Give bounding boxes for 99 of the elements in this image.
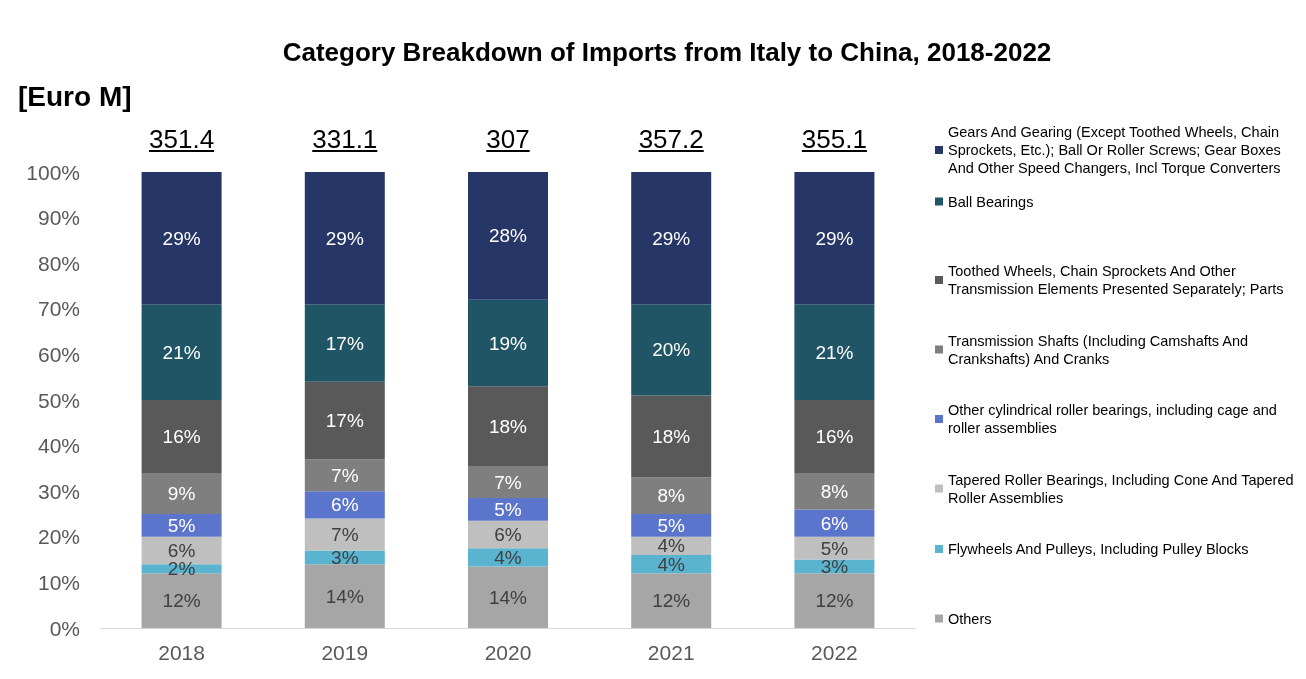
bar bbox=[631, 573, 712, 628]
data-label: 14% bbox=[325, 585, 364, 607]
bar bbox=[304, 491, 385, 519]
data-label: 14% bbox=[488, 586, 528, 608]
annotation: 351.4 bbox=[149, 124, 215, 155]
data-label: 6% bbox=[331, 494, 359, 516]
data-label: 12% bbox=[815, 590, 854, 612]
bar bbox=[304, 304, 385, 382]
bar bbox=[631, 477, 712, 514]
data-label: 16% bbox=[815, 425, 854, 447]
y-tick-label: 60% bbox=[37, 342, 80, 366]
data-label: 21% bbox=[815, 341, 854, 363]
data-label: 5% bbox=[494, 498, 522, 520]
legend-label: Transmission Shafts (Including Camshafts And Crankshafts) And Cranks bbox=[948, 332, 1253, 367]
bar bbox=[304, 564, 385, 628]
bar bbox=[304, 459, 385, 492]
legend-label: Ball Bearings bbox=[948, 193, 1034, 210]
data-label: 2% bbox=[167, 558, 196, 580]
annotation: 307 bbox=[486, 124, 530, 155]
data-label: 12% bbox=[162, 590, 201, 612]
data-label: 29% bbox=[162, 227, 201, 249]
bar bbox=[468, 466, 548, 499]
x-tick-label: 2021 bbox=[647, 641, 695, 664]
legend-label: Others bbox=[948, 610, 992, 627]
data-label: 29% bbox=[815, 227, 854, 249]
data-label: 12% bbox=[652, 590, 691, 612]
bar bbox=[468, 386, 548, 467]
data-label: 16% bbox=[162, 425, 201, 447]
data-label: 3% bbox=[331, 546, 359, 568]
x-tick-label: 2022 bbox=[811, 641, 858, 664]
data-label: 17% bbox=[325, 410, 364, 432]
bar bbox=[141, 472, 222, 514]
data-label: 18% bbox=[488, 415, 528, 437]
data-label: 7% bbox=[331, 464, 359, 486]
bar bbox=[141, 172, 222, 305]
data-label: 4% bbox=[494, 546, 522, 568]
bar bbox=[468, 566, 548, 628]
bar bbox=[794, 509, 875, 537]
annotation: 331.1 bbox=[312, 124, 378, 155]
data-label: 7% bbox=[331, 524, 359, 546]
data-label: 17% bbox=[325, 332, 364, 354]
data-label: 21% bbox=[162, 341, 201, 363]
bar bbox=[794, 573, 875, 628]
bar bbox=[794, 172, 875, 305]
data-label: 6% bbox=[820, 512, 849, 534]
bar bbox=[631, 395, 712, 478]
y-tick-label: 90% bbox=[37, 206, 80, 230]
data-label: 5% bbox=[167, 514, 196, 536]
data-label: 6% bbox=[494, 524, 522, 546]
data-label: 5% bbox=[657, 514, 686, 536]
bar bbox=[794, 472, 875, 510]
y-tick-label: 30% bbox=[37, 479, 80, 503]
y-tick-label: 40% bbox=[37, 434, 80, 458]
x-tick-label: 2019 bbox=[321, 641, 369, 664]
data-label: 29% bbox=[325, 227, 364, 249]
y-tick-label: 100% bbox=[26, 160, 80, 184]
bar bbox=[631, 172, 712, 305]
legend-label: Flywheels And Pulleys, Including Pulley Blocks bbox=[948, 541, 1249, 557]
y-tick-label: 80% bbox=[37, 251, 80, 275]
bar bbox=[141, 400, 222, 473]
y-tick-label: 20% bbox=[37, 525, 80, 549]
chart-title: Category Breakdown of Imports from Italy to China, 2018-2022 bbox=[282, 37, 1052, 67]
y-tick-label: 50% bbox=[37, 388, 80, 412]
legend-label: Gears And Gearing (Except Toothed Wheels, Chain Sprockets, Etc.); Ball Or Roller Screws; Gear Boxes And Other Speed Changers, Incl Torque Converters bbox=[948, 124, 1285, 176]
annotation: 357.2 bbox=[638, 124, 704, 155]
bar bbox=[468, 498, 548, 521]
bar bbox=[468, 172, 548, 300]
bar bbox=[794, 400, 875, 473]
data-label: 8% bbox=[657, 485, 686, 507]
data-label: 18% bbox=[652, 425, 691, 447]
bar bbox=[794, 304, 875, 400]
bar bbox=[304, 518, 385, 551]
y-axis-title: [Euro M] bbox=[18, 80, 132, 112]
legend-label: Other cylindrical roller bearings, including cage and roller assemblies bbox=[948, 402, 1281, 436]
bar bbox=[631, 304, 712, 396]
data-label: 6% bbox=[167, 539, 196, 561]
y-tick-label: 0% bbox=[49, 616, 80, 640]
x-tick-label: 2018 bbox=[158, 641, 205, 664]
annotation: 355.1 bbox=[801, 124, 867, 155]
legend-label: Tapered Roller Bearings, Including Cone And Tapered Roller Assemblies bbox=[948, 471, 1298, 506]
data-label: 28% bbox=[488, 225, 528, 247]
bar bbox=[468, 299, 548, 387]
bar bbox=[304, 381, 385, 460]
data-label: 20% bbox=[652, 339, 691, 361]
y-tick-label: 70% bbox=[37, 297, 80, 321]
bar bbox=[794, 536, 875, 560]
y-tick-label: 10% bbox=[37, 570, 80, 594]
data-label: 8% bbox=[820, 480, 849, 502]
data-label: 9% bbox=[167, 482, 196, 504]
data-label: 29% bbox=[652, 227, 691, 249]
x-tick-label: 2020 bbox=[484, 641, 532, 664]
bar bbox=[141, 304, 222, 400]
bar bbox=[631, 514, 712, 537]
data-label: 7% bbox=[494, 471, 522, 493]
data-label: 19% bbox=[488, 332, 528, 354]
bar bbox=[141, 514, 222, 537]
bar bbox=[141, 573, 222, 628]
legend-label: Toothed Wheels, Chain Sprockets And Other Transmission Elements Presented Separately; Parts bbox=[948, 263, 1284, 297]
bar bbox=[304, 172, 385, 305]
